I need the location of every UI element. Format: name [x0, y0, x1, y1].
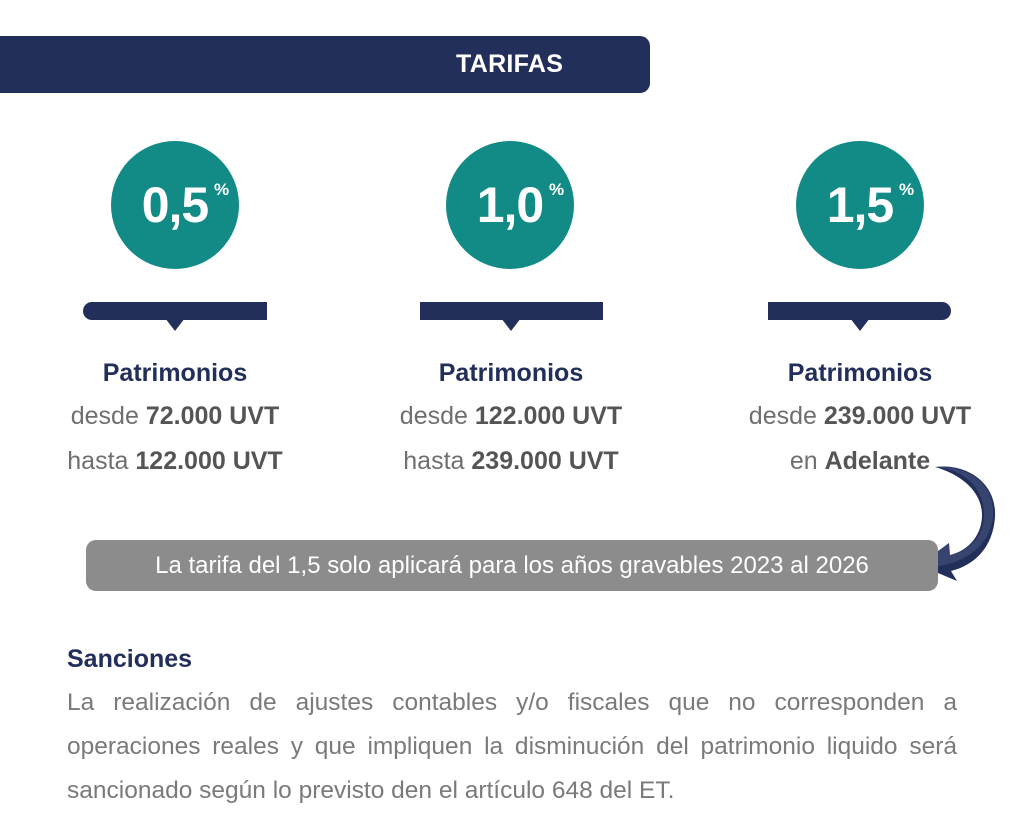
bracket-to: hasta 239.000 UVT	[403, 447, 619, 475]
bracket-to-value: Adelante	[824, 447, 931, 475]
bracket-from-value: 239.000 UVT	[823, 402, 972, 430]
bracket-to-value: 122.000 UVT	[135, 447, 283, 475]
pointer-triangle	[501, 318, 521, 331]
tarifas-banner: TARIFAS	[0, 36, 650, 93]
note-banner: La tarifa del 1,5 solo aplicará para los…	[86, 540, 938, 591]
bracket-from: desde 72.000 UVT	[70, 402, 280, 430]
rate-column-2: 1,0 % Patrimonios desde 122.000 UVT hast…	[361, 0, 661, 480]
bracket-title: Patrimonios	[787, 359, 933, 387]
rate-circle: 1,0 %	[446, 141, 574, 269]
bracket-from-value: 122.000 UVT	[474, 402, 623, 430]
rate-value: 1,0	[476, 177, 545, 233]
rate-value: 0,5	[141, 177, 210, 233]
percent-sign: %	[899, 180, 915, 199]
bracket-title: Patrimonios	[102, 359, 248, 387]
pointer-bar	[420, 302, 603, 320]
curved-arrow-icon	[919, 466, 996, 581]
pointer-triangle	[165, 318, 185, 331]
percent-sign: %	[549, 180, 565, 199]
sanciones-paragraph: La realización de ajustes contables y/o …	[67, 689, 957, 804]
bracket-from: desde 122.000 UVT	[399, 402, 623, 430]
bracket-title: Patrimonios	[438, 359, 584, 387]
rate-value: 1,5	[826, 177, 895, 233]
rate-circle: 1,5 %	[796, 141, 924, 269]
pointer-bar	[768, 302, 951, 320]
sanciones-heading: Sanciones	[67, 645, 193, 673]
bracket-from: desde 239.000 UVT	[748, 402, 972, 430]
bracket-to-value: 239.000 UVT	[471, 447, 619, 475]
percent-sign: %	[214, 180, 230, 199]
rate-column-1: 0,5 % Patrimonios desde 72.000 UVT hasta…	[25, 0, 325, 480]
rate-circle: 0,5 %	[111, 141, 239, 269]
bracket-to: hasta 122.000 UVT	[67, 447, 283, 475]
bracket-to: en Adelante	[789, 447, 931, 475]
pointer-bar	[83, 302, 267, 320]
rate-column-3: 1,5 % Patrimonios desde 239.000 UVT en A…	[710, 0, 1010, 480]
bracket-from-value: 72.000 UVT	[145, 402, 280, 430]
pointer-triangle	[850, 318, 870, 331]
banner-title: TARIFAS	[456, 50, 564, 78]
